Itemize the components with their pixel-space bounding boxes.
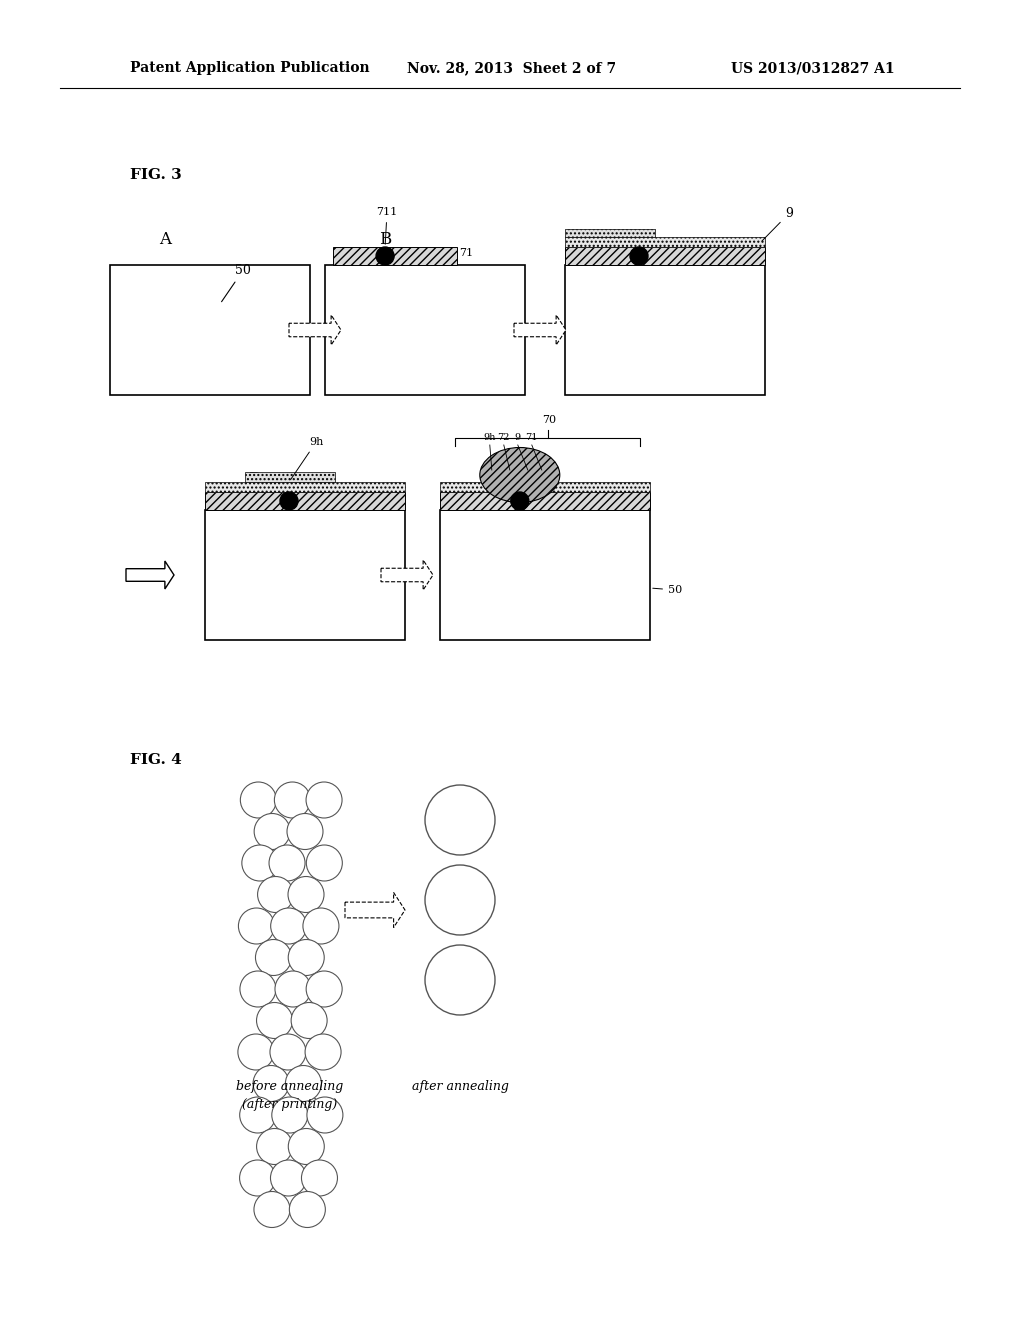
Circle shape [257,1002,293,1039]
Polygon shape [289,315,341,345]
Circle shape [288,876,324,912]
Bar [440,492,650,510]
Bar [565,265,765,395]
Text: A: A [159,231,171,248]
Text: 9h: 9h [291,437,324,479]
Circle shape [287,813,323,850]
Circle shape [238,1034,273,1071]
Polygon shape [126,561,174,589]
Circle shape [269,845,305,880]
Text: before annealing: before annealing [237,1080,344,1093]
Text: 9: 9 [762,207,793,242]
Bar [205,492,406,510]
Text: (after printing): (after printing) [243,1098,338,1111]
Text: D: D [248,471,262,488]
Circle shape [239,908,274,944]
Circle shape [254,813,290,850]
Text: FIG. 4: FIG. 4 [130,752,181,767]
Circle shape [425,945,495,1015]
Circle shape [257,1129,293,1164]
Circle shape [511,492,528,510]
Text: 9: 9 [515,433,521,442]
Circle shape [286,1065,322,1101]
Text: 70: 70 [543,414,557,425]
Bar [205,482,406,492]
Text: E: E [484,471,496,488]
Circle shape [270,1034,306,1071]
Bar [565,247,765,265]
Circle shape [305,1034,341,1071]
Circle shape [240,1160,275,1196]
Circle shape [306,845,342,880]
Bar [440,482,650,492]
Text: 9h: 9h [483,433,496,442]
Text: C: C [613,231,627,248]
Bar [110,265,310,395]
Circle shape [306,781,342,818]
Text: Patent Application Publication: Patent Application Publication [130,61,370,75]
Bar [245,473,335,482]
Text: 71: 71 [525,433,538,442]
Text: 71: 71 [459,248,473,257]
Text: 72: 72 [498,433,510,442]
Bar [325,265,525,395]
Ellipse shape [480,447,560,503]
Circle shape [301,1160,338,1196]
Bar [205,510,406,640]
Circle shape [240,1097,275,1133]
Circle shape [274,781,310,818]
Circle shape [630,247,648,265]
Circle shape [255,940,292,975]
Circle shape [241,781,276,818]
Text: 711: 711 [377,207,397,244]
Circle shape [289,1129,325,1164]
Circle shape [280,492,298,510]
Bar [565,228,655,238]
Circle shape [270,1160,306,1196]
Circle shape [376,247,394,265]
Polygon shape [381,560,433,590]
Circle shape [240,972,275,1007]
Circle shape [271,1097,308,1133]
Text: US 2013/0312827 A1: US 2013/0312827 A1 [731,61,895,75]
Circle shape [258,876,294,912]
Circle shape [306,972,342,1007]
Text: FIG. 3: FIG. 3 [130,168,181,182]
Text: Nov. 28, 2013  Sheet 2 of 7: Nov. 28, 2013 Sheet 2 of 7 [408,61,616,75]
Polygon shape [514,315,566,345]
Text: 50: 50 [221,264,251,302]
Text: 50: 50 [652,585,682,595]
Bar [565,238,765,247]
Circle shape [425,785,495,855]
Circle shape [253,1065,289,1101]
Circle shape [425,865,495,935]
Polygon shape [345,892,406,928]
Bar [333,247,457,265]
Circle shape [254,1192,290,1228]
Circle shape [303,908,339,944]
Circle shape [291,1002,327,1039]
Circle shape [275,972,311,1007]
Circle shape [290,1192,326,1228]
Circle shape [307,1097,343,1133]
Circle shape [242,845,278,880]
Text: after annealing: after annealing [412,1080,509,1093]
Circle shape [270,908,306,944]
Text: B: B [379,231,391,248]
Bar [440,510,650,640]
Circle shape [288,940,325,975]
